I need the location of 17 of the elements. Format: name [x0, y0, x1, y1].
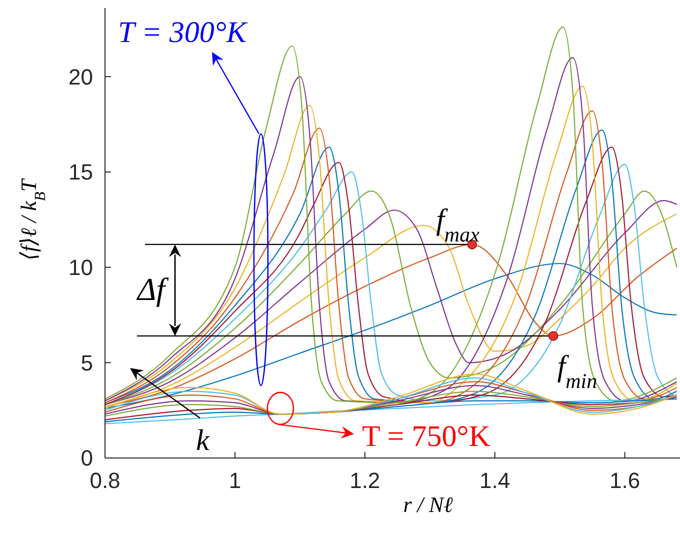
- annotation: T = 750°K: [362, 420, 491, 453]
- x-tick-label: 1: [228, 468, 242, 493]
- y-tick-label: 20: [68, 64, 93, 90]
- x-tick-label: 1.2: [350, 468, 380, 493]
- y-tick-label: 10: [68, 255, 93, 280]
- annotation: k: [196, 424, 210, 457]
- x-tick-label: 1.6: [609, 468, 640, 493]
- y-tick-label: 5: [80, 350, 93, 376]
- x-tick-label: 1.4: [480, 468, 510, 493]
- x-axis-title: r / Nℓ: [403, 492, 454, 517]
- y-tick-label: 15: [68, 160, 93, 185]
- annotation: T = 300°K: [118, 16, 248, 49]
- annotation: f$_{min}$: [557, 350, 598, 393]
- y-tick-label: 0: [80, 446, 93, 471]
- x-tick-label: 0.8: [90, 468, 120, 493]
- annotation: f$_{max}$: [436, 203, 480, 246]
- annotation: Δf: [135, 271, 170, 308]
